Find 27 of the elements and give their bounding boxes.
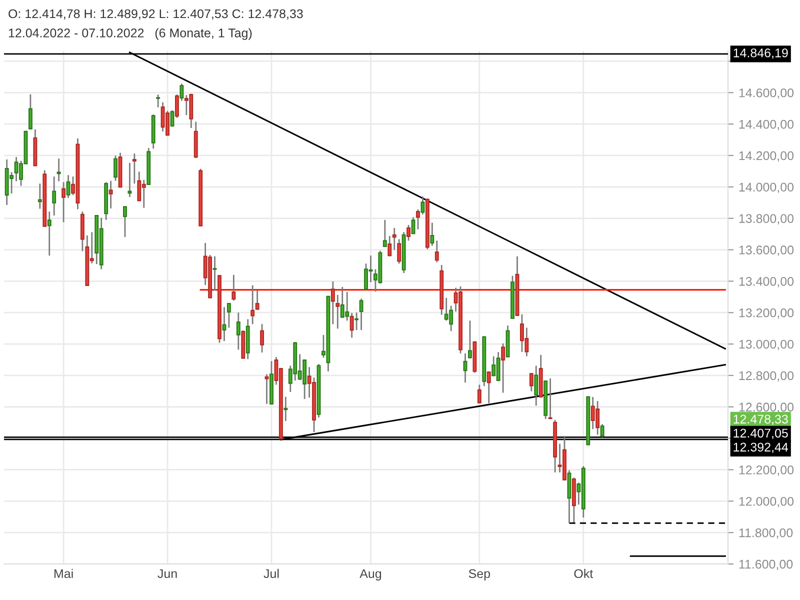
y-tick-label: 12.600,00 xyxy=(739,402,794,414)
y-tick-label: 13.400,00 xyxy=(739,276,794,288)
x-tick-label: Jun xyxy=(158,569,177,578)
chart-title: O: 12.414,78 H: 12.489,92 L: 12.407,53 C: 12.478,33 xyxy=(8,9,303,20)
y-tick-label: 13.800,00 xyxy=(739,214,794,224)
y-tick-label: 14.000,00 xyxy=(739,182,794,194)
ref-line-label: 12.407,05 xyxy=(734,428,788,440)
y-tick-label: 14.600,00 xyxy=(739,88,794,99)
y-tick-label: 12.200,00 xyxy=(739,466,794,476)
ref-line-label: 14.846,19 xyxy=(734,48,788,59)
y-tick-label: 14.200,00 xyxy=(739,151,794,162)
y-tick-label: 14.400,00 xyxy=(739,120,794,130)
x-tick-label: Aug xyxy=(360,569,382,581)
chart-subtitle: 12.04.2022 - 07.10.2022 (6 Monate, 1 Tag) xyxy=(8,28,252,40)
x-tick-label: Mai xyxy=(54,568,73,578)
x-tick-label: Okt xyxy=(574,568,594,578)
x-tick-label: Jul xyxy=(264,568,279,578)
y-tick-label: 13.000,00 xyxy=(739,340,794,350)
x-tick-label: Sep xyxy=(468,569,490,581)
y-tick-label: 11.600,00 xyxy=(739,560,793,570)
y-tick-label: 13.600,00 xyxy=(739,246,794,256)
ref-line-label: 12.392,44 xyxy=(734,442,788,454)
text: 12.478,33 xyxy=(734,414,788,426)
y-tick-label: 11.800,00 xyxy=(739,528,793,539)
y-tick-label: 13.200,00 xyxy=(739,308,794,319)
y-tick-label: 12.800,00 xyxy=(739,371,794,382)
y-tick-label: 12.000,00 xyxy=(739,496,794,508)
